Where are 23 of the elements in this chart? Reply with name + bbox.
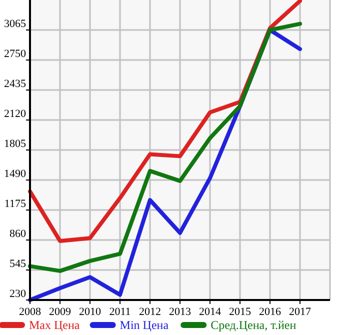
y-tick-label: 2435 — [4, 78, 26, 90]
y-tick-label: 1175 — [4, 198, 26, 210]
legend-label: Сред.Цена, т.йен — [210, 318, 297, 332]
y-tick-label: 1805 — [4, 138, 26, 150]
x-tick-label: 2009 — [49, 306, 72, 318]
x-tick-label: 2013 — [169, 306, 192, 318]
x-tick-label: 2008 — [19, 306, 42, 318]
x-tick-label: 2012 — [139, 306, 161, 318]
y-tick-label: 230 — [10, 288, 26, 300]
y-tick-label: 860 — [10, 228, 26, 240]
legend-label: Min Цена — [120, 318, 170, 332]
y-tick-label: 545 — [10, 258, 26, 270]
x-tick-label: 2017 — [289, 306, 312, 318]
x-tick-label: 2015 — [229, 306, 252, 318]
x-tick-label: 2016 — [259, 306, 282, 318]
x-tick-label: 2014 — [199, 306, 222, 318]
y-tick-label: 2750 — [4, 48, 26, 60]
y-tick-label: 2120 — [4, 108, 26, 120]
x-tick-label: 2011 — [109, 306, 131, 318]
legend-label: Max Цена — [29, 318, 80, 332]
y-tick-label: 1490 — [4, 168, 26, 180]
x-tick-label: 2010 — [79, 306, 102, 318]
y-tick-label: 3065 — [4, 18, 26, 30]
